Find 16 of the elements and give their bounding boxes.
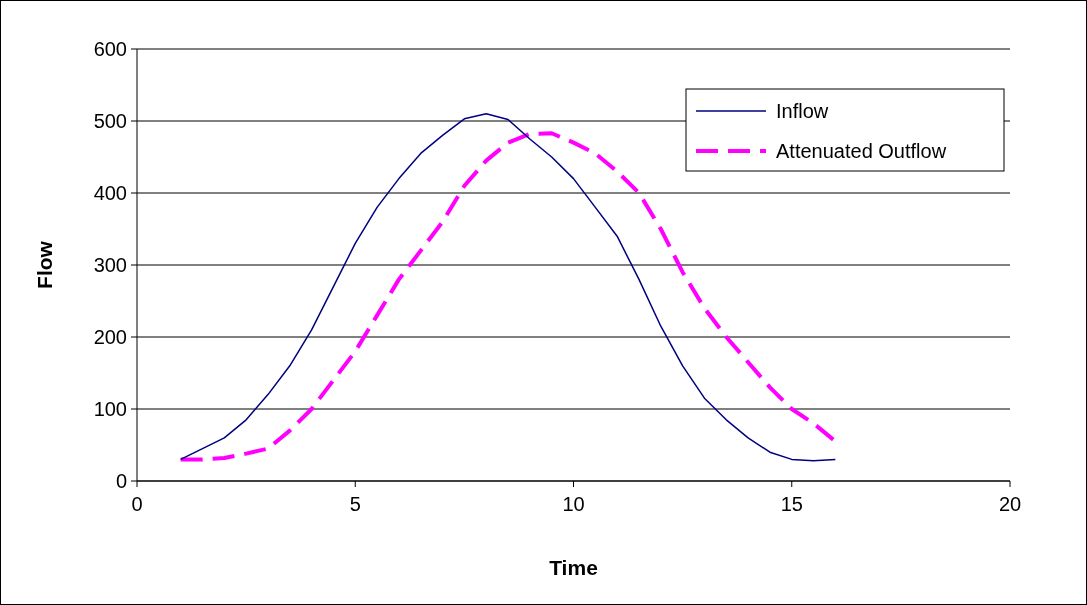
x-tick-label: 5 [349, 493, 361, 515]
y-axis-title: Flow [33, 240, 56, 289]
x-tick-label: 20 [998, 493, 1022, 515]
x-tick-label: 10 [562, 493, 585, 515]
legend-label: Inflow [776, 100, 829, 122]
x-tick-label: 0 [131, 493, 143, 515]
x-tick-label: 15 [780, 493, 803, 515]
x-axis-title: Time [549, 556, 598, 579]
y-tick-label: 500 [93, 110, 127, 132]
y-tick-label: 600 [93, 38, 127, 60]
y-tick-label: 100 [93, 398, 127, 420]
y-tick-label: 0 [115, 470, 127, 492]
y-tick-label: 400 [93, 182, 127, 204]
y-tick-label: 300 [93, 254, 127, 276]
legend-label: Attenuated Outflow [776, 140, 947, 162]
y-tick-label: 200 [93, 326, 127, 348]
